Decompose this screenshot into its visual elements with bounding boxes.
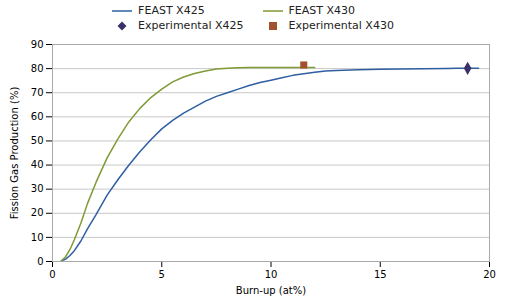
svg-text:50: 50 xyxy=(31,135,44,146)
svg-text:80: 80 xyxy=(31,63,44,74)
svg-text:0: 0 xyxy=(37,256,43,267)
svg-text:10: 10 xyxy=(31,232,44,243)
svg-text:20: 20 xyxy=(31,207,44,218)
html-text:Experimental X425: Experimental X425 xyxy=(138,19,244,32)
svg-text:15: 15 xyxy=(374,269,387,280)
svg-text:70: 70 xyxy=(31,87,44,98)
svg-text:Fission Gas Production (%): Fission Gas Production (%) xyxy=(9,87,20,220)
html-text:FEAST X425: FEAST X425 xyxy=(138,4,205,17)
svg-text:40: 40 xyxy=(31,159,44,170)
svg-text:5: 5 xyxy=(159,269,165,280)
svg-text:20: 20 xyxy=(483,269,496,280)
svg-text:Burn-up (at%): Burn-up (at%) xyxy=(236,285,306,296)
html-text:Experimental X430: Experimental X430 xyxy=(288,19,394,32)
svg-text:30: 30 xyxy=(31,183,44,194)
html-text:FEAST X430: FEAST X430 xyxy=(288,4,355,17)
svg-text:60: 60 xyxy=(31,111,44,122)
svg-text:90: 90 xyxy=(31,39,44,50)
svg-text:0: 0 xyxy=(49,269,55,280)
svg-text:10: 10 xyxy=(265,269,278,280)
